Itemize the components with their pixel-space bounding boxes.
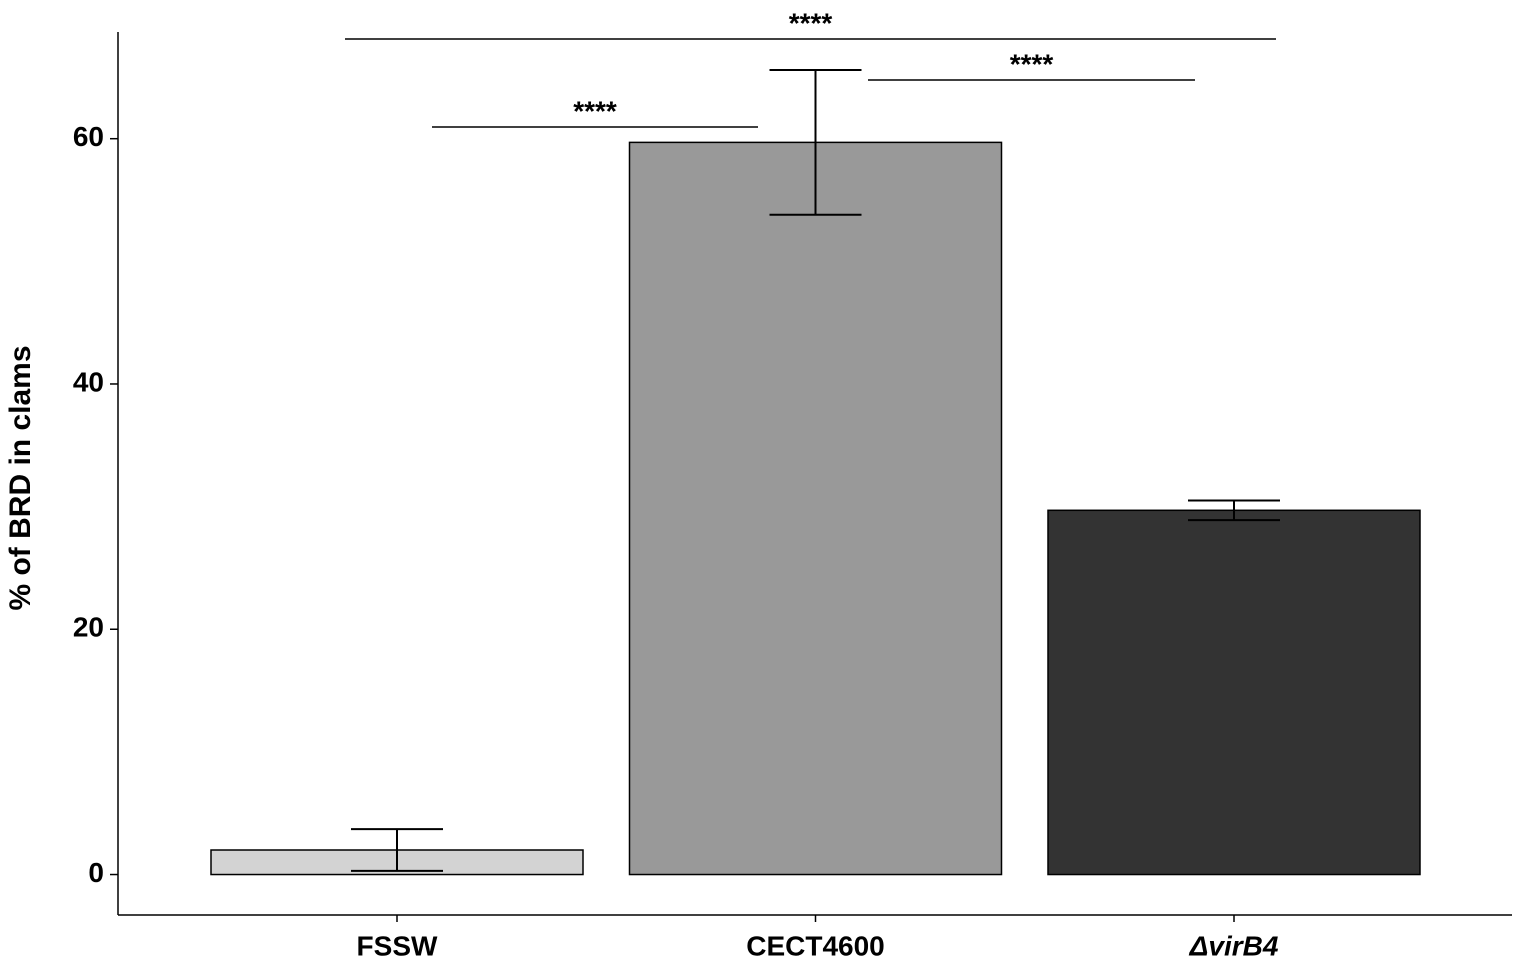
y-tick-label: 40 <box>73 366 104 397</box>
bar <box>628 141 1003 876</box>
y-tick-label: 0 <box>88 857 104 888</box>
significance-label: **** <box>789 7 833 38</box>
x-tick-label: CECT4600 <box>746 930 885 961</box>
y-tick-label: 20 <box>73 612 104 643</box>
y-axis-label: % of BRD in clams <box>4 345 37 610</box>
significance-label: **** <box>1010 48 1054 79</box>
x-tick-label: FSSW <box>357 930 438 961</box>
y-tick-label: 60 <box>73 121 104 152</box>
x-tick-label: ΔvirB4 <box>1189 930 1279 961</box>
bar <box>1047 509 1421 876</box>
significance-label: **** <box>573 95 617 126</box>
